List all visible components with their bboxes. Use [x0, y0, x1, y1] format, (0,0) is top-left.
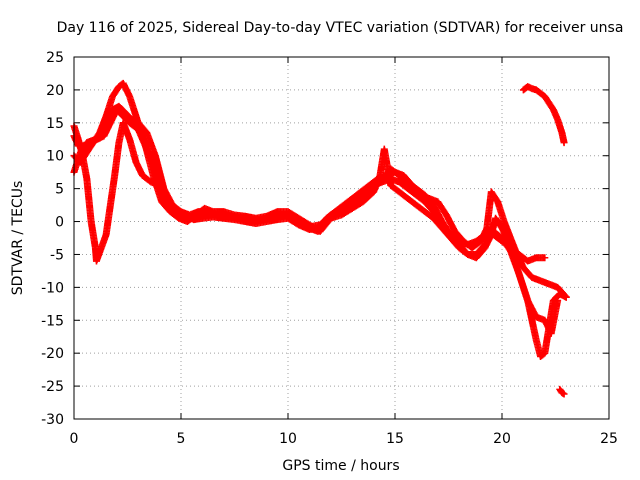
- chart-title: Day 116 of 2025, Sidereal Day-to-day VTE…: [57, 20, 624, 36]
- y-tick-label: 25: [46, 50, 64, 66]
- x-tick-label: 0: [70, 431, 79, 447]
- data-point: [541, 254, 549, 262]
- x-tick-label: 25: [600, 431, 618, 447]
- y-tick-label: 15: [46, 116, 64, 132]
- series-trace-e: [519, 83, 568, 147]
- y-tick-label: -30: [41, 412, 64, 428]
- y-tick-label: -20: [41, 346, 64, 362]
- data-point: [560, 139, 568, 147]
- x-tick-label: 15: [386, 431, 404, 447]
- data-point: [562, 293, 570, 301]
- x-axis-label: GPS time / hours: [282, 458, 399, 474]
- data-point: [561, 292, 569, 300]
- y-tick-label: 20: [46, 83, 64, 99]
- y-tick-label: 5: [55, 182, 64, 198]
- y-tick-label: -15: [41, 313, 64, 329]
- y-tick-label: 0: [55, 215, 64, 231]
- grid-lines: [74, 57, 609, 419]
- y-tick-label: 10: [46, 149, 64, 165]
- series-trace-d: [70, 106, 562, 337]
- data-point: [554, 297, 562, 305]
- series-trace-f: [556, 385, 568, 398]
- axis-ticks: 0 5 10 15 20 25 -30 -25 -20 -15 -10 -5 0 5 10 15 20 25: [41, 50, 618, 447]
- series-trace-c: [70, 79, 570, 301]
- y-axis-label: SDTVAR / TECUs: [10, 181, 26, 296]
- data-point: [560, 390, 568, 398]
- x-tick-label: 5: [177, 431, 186, 447]
- y-tick-label: -25: [41, 379, 64, 395]
- data-points: [70, 79, 570, 398]
- plot-frame: [73, 56, 610, 420]
- x-tick-label: 10: [279, 431, 297, 447]
- y-tick-label: -5: [50, 247, 64, 263]
- x-tick-label: 20: [493, 431, 511, 447]
- y-tick-label: -10: [41, 280, 64, 296]
